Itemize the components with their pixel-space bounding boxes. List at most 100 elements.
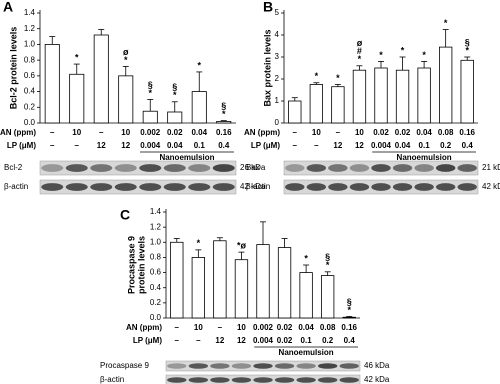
condition-value: 0.04 — [298, 323, 314, 332]
y-tick-label: 0.6 — [150, 268, 162, 277]
blot-band — [339, 363, 359, 369]
significance-mark: * — [326, 260, 330, 270]
blot-band — [306, 183, 327, 191]
significance-mark: § — [221, 101, 226, 111]
significance-mark: * — [173, 90, 177, 100]
significance-mark: * — [422, 50, 426, 60]
blot-size: 42 kDa — [482, 182, 500, 191]
blot-band — [167, 377, 187, 383]
y-axis-title: Bax protein levels — [262, 29, 272, 106]
condition-value: 12 — [355, 141, 364, 150]
y-tick-label: 4 — [275, 30, 280, 39]
blot-band — [231, 377, 252, 383]
condition-value: 12 — [215, 336, 224, 345]
significance-mark: * — [304, 253, 308, 263]
blot-size: 42 kDa — [240, 182, 266, 191]
condition-value: 0.4 — [462, 141, 474, 150]
blot-band — [139, 164, 162, 172]
condition-value: 0.004 — [140, 141, 161, 150]
y-tick-label: 0 — [275, 118, 280, 127]
condition-value: 0.2 — [440, 141, 452, 150]
blot-band — [414, 164, 434, 172]
condition-value: 0.002 — [253, 323, 274, 332]
blot-image — [39, 179, 237, 195]
condition-value: 12 — [237, 336, 246, 345]
bar — [352, 69, 367, 124]
blot-band — [317, 377, 338, 383]
significance-mark: § — [148, 80, 153, 90]
bar — [142, 110, 158, 124]
blot-label: β-actin — [100, 375, 124, 384]
blot-band — [163, 183, 186, 191]
condition-value: 0.04 — [416, 128, 432, 137]
blot-band — [253, 363, 273, 369]
bar — [342, 316, 356, 319]
bar — [288, 100, 302, 124]
blot-band — [285, 183, 305, 191]
panel-letter: C — [120, 207, 130, 223]
blot-band — [41, 164, 64, 172]
blot-band — [435, 164, 456, 172]
significance-mark: * — [315, 71, 319, 81]
blot-band — [210, 377, 230, 383]
condition-value: – — [50, 141, 55, 150]
blot-band — [188, 183, 211, 191]
blot-band — [231, 363, 252, 369]
condition-value: 0.02 — [277, 323, 293, 332]
blot-band — [139, 183, 162, 191]
panel-letter: B — [263, 0, 273, 15]
bar — [309, 84, 323, 124]
condition-value: 0.04 — [191, 128, 207, 137]
bar — [213, 240, 227, 319]
blot-band — [41, 183, 64, 191]
bar — [93, 34, 109, 124]
condition-value: – — [336, 128, 341, 137]
blot-label: β-actin — [4, 182, 28, 191]
blot-band — [339, 377, 359, 383]
blot-band — [274, 377, 295, 383]
blot-label: Procaspase 9 — [100, 361, 149, 370]
bar — [460, 59, 474, 124]
significance-mark: * — [197, 238, 201, 248]
blot-band — [414, 183, 434, 191]
blot-band — [457, 164, 477, 172]
blot-band — [163, 164, 186, 172]
condition-value: 0.16 — [216, 128, 232, 137]
blot-band — [371, 183, 391, 191]
bar — [44, 44, 60, 124]
y-axis-title: Bcl-2 protein levels — [8, 27, 18, 110]
bar — [234, 259, 249, 319]
condition-value: 0.1 — [194, 141, 206, 150]
condition-value: 0.1 — [419, 141, 431, 150]
bar — [331, 86, 345, 124]
bar — [118, 75, 134, 124]
group-label: Nanoemulsion — [397, 153, 452, 162]
blot-band — [328, 183, 348, 191]
y-axis-title: protein levels — [136, 236, 146, 294]
blot-band — [349, 164, 370, 172]
blot-label: Bax — [246, 163, 260, 172]
bar — [256, 244, 270, 319]
blot-band — [392, 164, 413, 172]
y-tick-label: 1.2 — [24, 24, 36, 33]
significance-mark: *ø — [237, 241, 247, 251]
blot-band — [65, 183, 88, 191]
blot-band — [349, 183, 370, 191]
bar — [191, 91, 207, 124]
significance-mark: * — [379, 50, 383, 60]
significance-mark: * — [465, 45, 469, 55]
y-tick-label: 0.4 — [24, 87, 36, 96]
blot-band — [435, 183, 456, 191]
y-tick-label: 1.0 — [24, 40, 36, 49]
condition-value: 0.02 — [395, 128, 411, 137]
condition-value: – — [75, 141, 80, 150]
condition-value: 0.02 — [373, 128, 389, 137]
blot-band — [306, 164, 327, 172]
blot-band — [296, 377, 316, 383]
condition-label: AN (ppm) — [0, 128, 36, 137]
condition-value: 12 — [333, 141, 342, 150]
condition-value: – — [99, 128, 104, 137]
significance-mark: § — [325, 252, 330, 262]
condition-value: 0.4 — [218, 141, 230, 150]
blot-label: β-actin — [246, 182, 270, 191]
